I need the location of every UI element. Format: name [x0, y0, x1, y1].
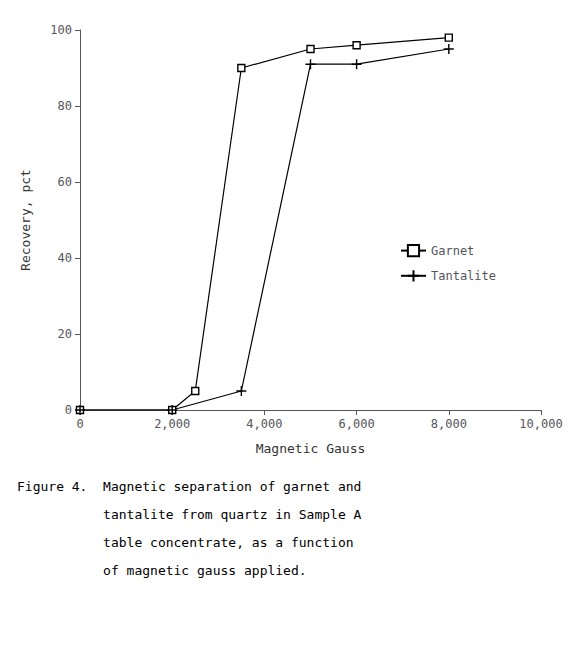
svg-text:10,000: 10,000	[519, 417, 562, 431]
svg-text:80: 80	[58, 99, 72, 113]
svg-text:2,000: 2,000	[154, 417, 190, 431]
svg-text:4,000: 4,000	[246, 417, 282, 431]
svg-text:tantalite from quartz in Sampl: tantalite from quartz in Sample A	[17, 507, 362, 522]
svg-text:8,000: 8,000	[431, 417, 467, 431]
svg-text:40: 40	[58, 251, 72, 265]
svg-text:0: 0	[65, 403, 72, 417]
svg-text:Garnet: Garnet	[431, 244, 474, 258]
svg-text:20: 20	[58, 327, 72, 341]
svg-text:0: 0	[76, 417, 83, 431]
svg-text:of magnetic gauss applied.: of magnetic gauss applied.	[17, 563, 307, 578]
svg-text:60: 60	[58, 175, 72, 189]
svg-text:Recovery, pct: Recovery, pct	[18, 169, 33, 271]
svg-text:Tantalite: Tantalite	[431, 269, 496, 283]
svg-text:6,000: 6,000	[339, 417, 375, 431]
svg-text:Magnetic Gauss: Magnetic Gauss	[256, 441, 366, 456]
svg-text:Figure 4. Magnetic separation: Figure 4. Magnetic separation of garnet …	[17, 479, 361, 494]
svg-text:table concentrate, as a functi: table concentrate, as a function	[17, 535, 354, 550]
svg-text:100: 100	[50, 23, 72, 37]
